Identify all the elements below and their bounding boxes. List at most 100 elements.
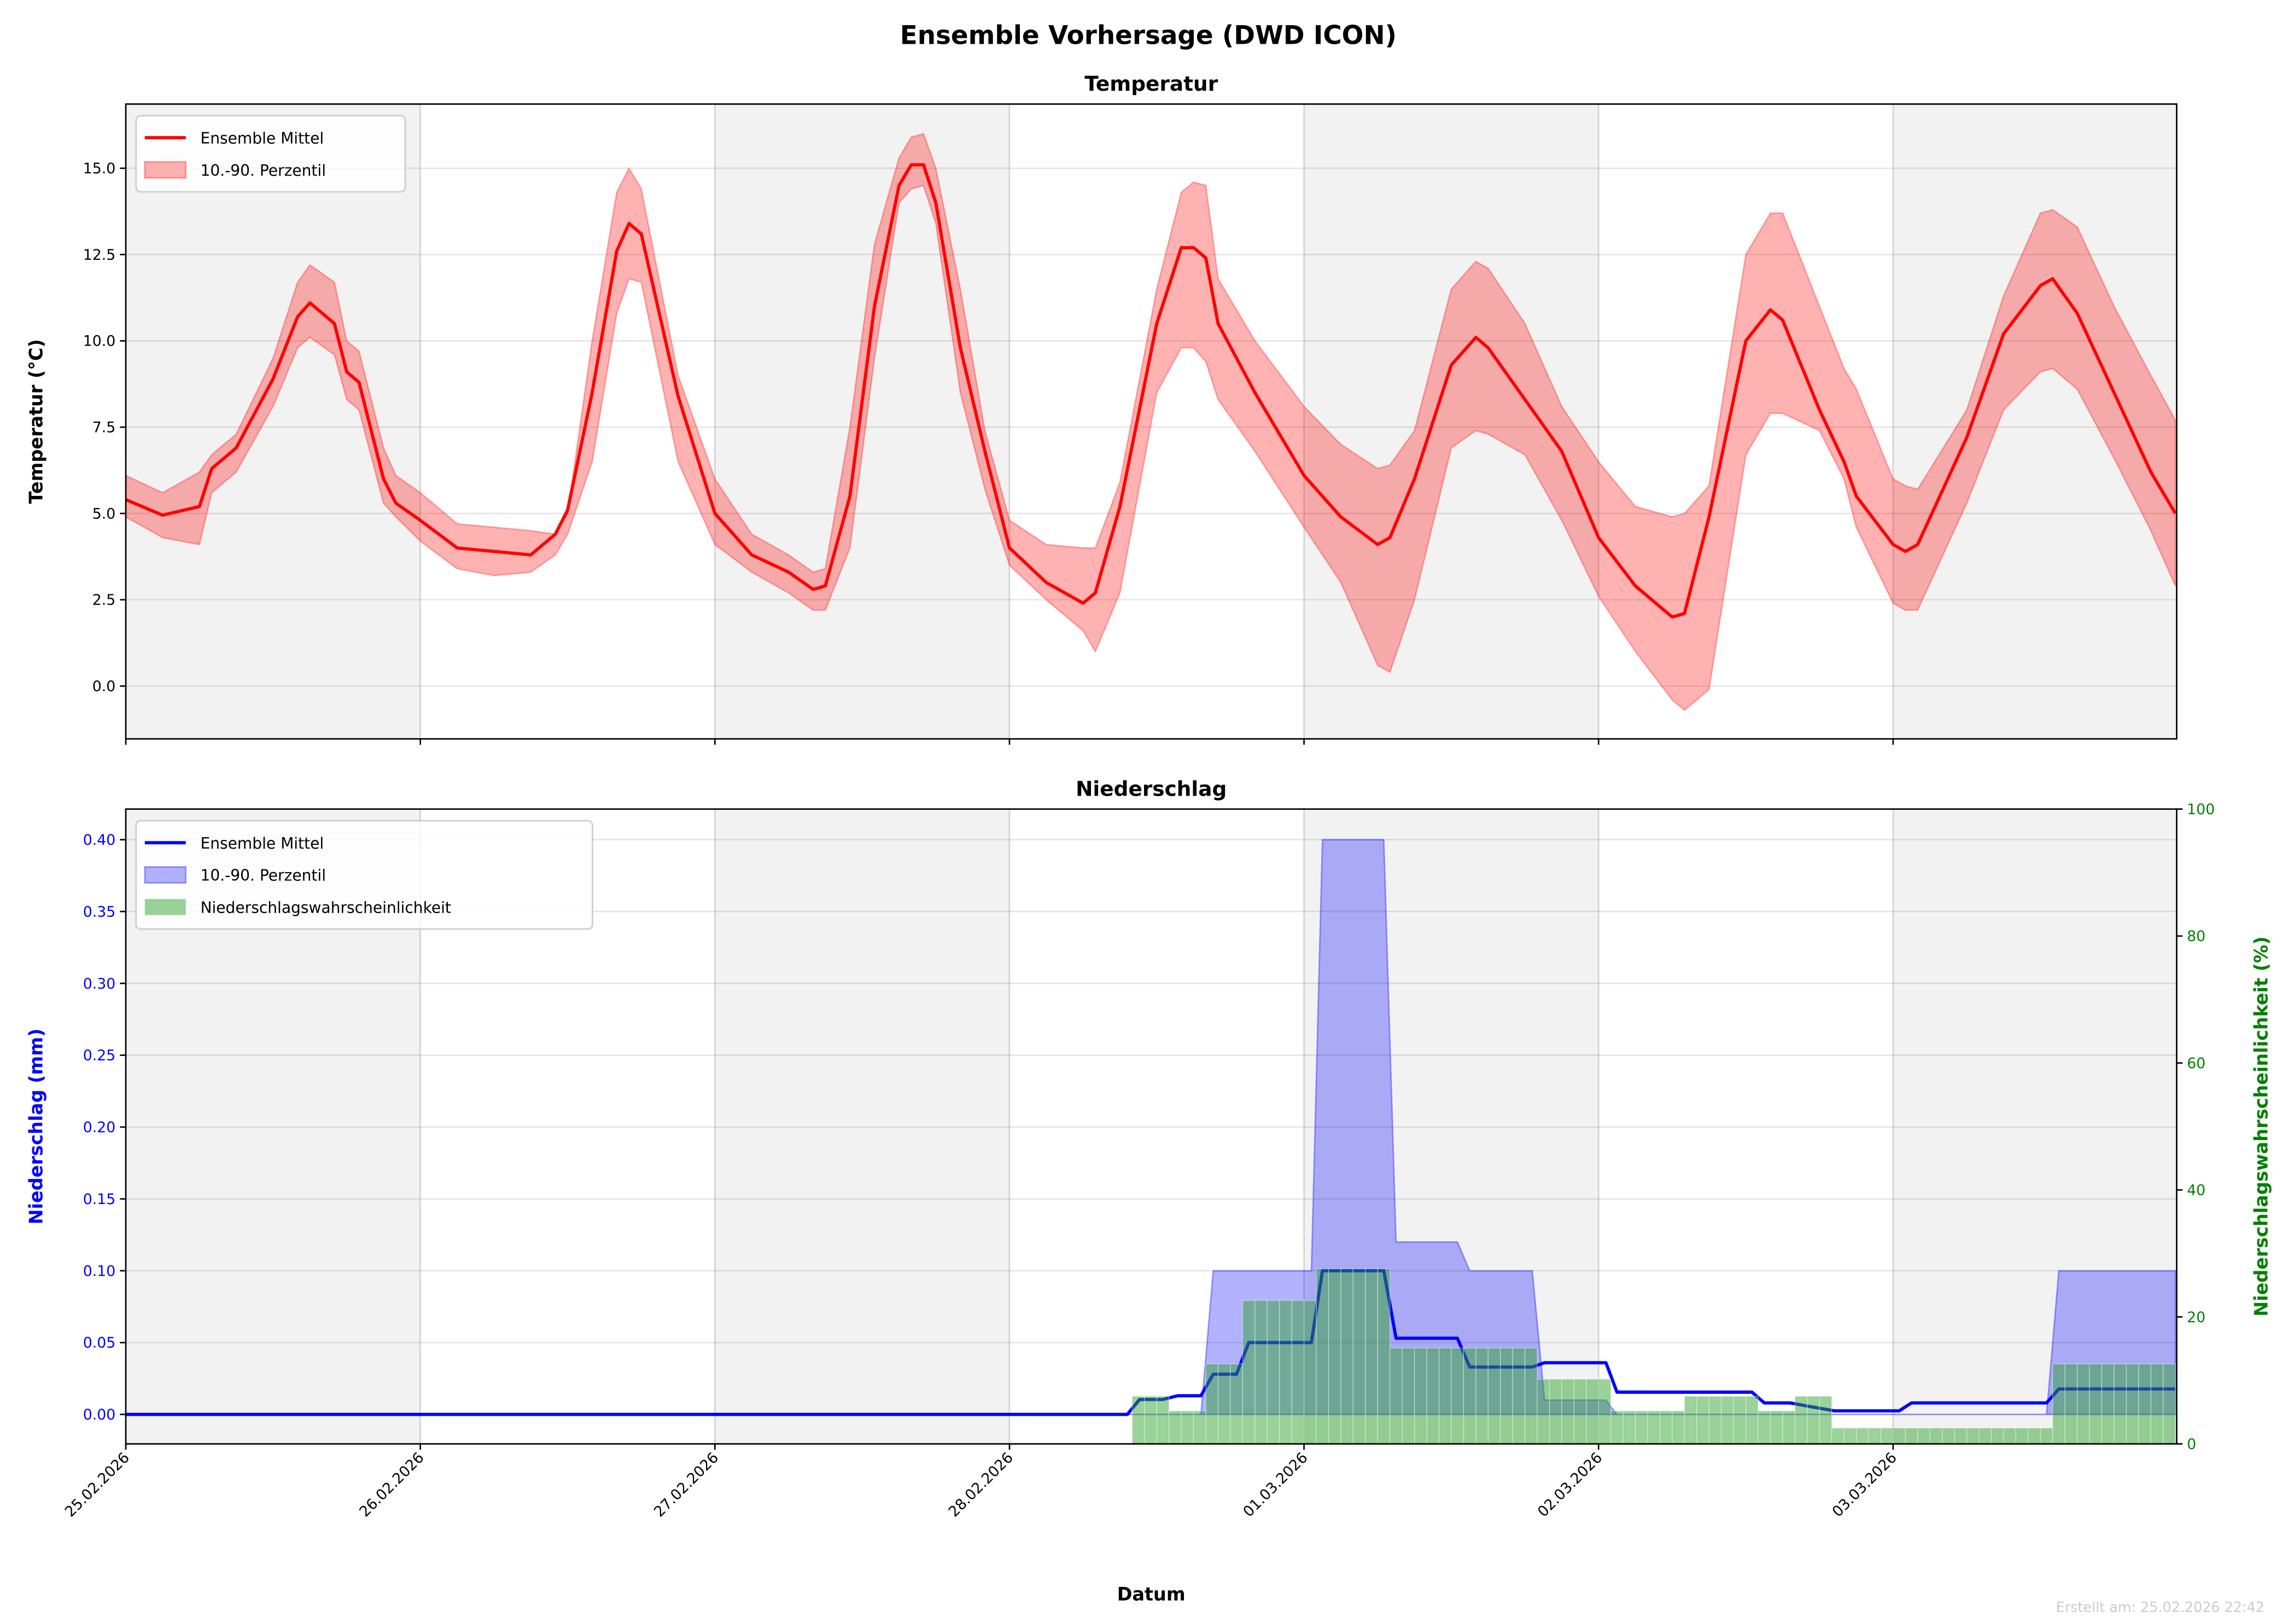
probability-bar [2064,1363,2078,1445]
probability-bar [2150,1363,2164,1445]
right-y-tick-label: 0 [2187,1436,2196,1453]
probability-bar [1525,1347,1538,1445]
right-y-tick-label: 80 [2187,928,2205,945]
probability-bar [2076,1363,2090,1445]
probability-bar [2028,1428,2041,1445]
right-y-tick-label: 40 [2187,1182,2205,1199]
probability-bar [1561,1378,1574,1445]
probability-bar [1856,1428,1869,1445]
probability-bar [1733,1395,1747,1445]
probability-bar [1721,1395,1734,1445]
temperature-percentile-band [125,132,2176,711]
probability-bar [1819,1395,1832,1445]
probability-bar [1328,1268,1341,1445]
legend-label: 10.-90. Perzentil [200,867,326,885]
precipitation-ylabel: Niederschlag (mm) [26,1029,47,1224]
footer-timestamp: Erstellt am: 25.02.2026 22:42 [2056,1599,2265,1615]
legend-patch-icon [144,899,186,915]
x-tick-label: 26.02.2026 [356,1449,427,1520]
probability-bar [2040,1428,2053,1445]
probability-bar [1868,1428,1881,1445]
probability-bar [1304,1300,1317,1445]
probability-bar [1893,1428,1906,1445]
x-tick-label: 25.02.2026 [62,1449,133,1520]
legend-label: Ensemble Mittel [200,834,324,852]
probability-bar [1365,1268,1378,1445]
probability-bar [1586,1378,1599,1445]
precipitation-axes: Niederschlag Niederschlag (mm) Niedersch… [26,777,2272,1317]
probability-bar [1402,1347,1415,1445]
probability-bar [1917,1428,1930,1445]
y-tick-label: 7.5 [92,419,116,436]
day-shade [1304,104,1599,739]
probability-bar [1991,1428,2004,1445]
probability-bar [1978,1428,1992,1445]
legend-box [135,820,593,930]
probability-ylabel: Niederschlagswahrscheinlichkeit (%) [2250,937,2272,1317]
probability-bar [2101,1363,2115,1445]
probability-bar [1217,1363,1231,1445]
probability-bar [1131,1395,1145,1445]
y-tick-label: 0.30 [83,975,116,992]
probability-bar [1954,1428,1968,1445]
probability-bar [1770,1410,1783,1445]
probability-bar [1487,1347,1501,1445]
legend: Ensemble Mittel 10.-90. Perzentil Niedersc… [135,820,593,930]
x-axis-label: Datum [1117,1584,1186,1605]
y-tick-label: 0.15 [83,1191,116,1208]
probability-bar [1267,1300,1280,1445]
probability-bar [1966,1428,1980,1445]
probability-bar [1352,1268,1366,1445]
y-tick-label: 0.35 [83,903,116,920]
right-y-tick-label: 60 [2187,1055,2205,1072]
probability-bar [1610,1410,1624,1445]
y-tick-label: 0.00 [83,1406,116,1423]
temperature-axes: Temperatur Temperatur (°C) [26,72,1218,504]
probability-bar [2015,1428,2029,1445]
probability-bar [1156,1395,1170,1445]
probability-bar [1696,1395,1709,1445]
probability-bar [1537,1378,1550,1445]
probability-bar [1377,1268,1391,1445]
probability-bar [1684,1395,1697,1445]
probability-bar [1181,1410,1194,1445]
day-shade [715,104,1009,739]
legend-patch-icon [144,866,187,884]
probability-bar [1573,1378,1587,1445]
probability-bar [1254,1300,1268,1445]
probability-bar [2052,1363,2065,1445]
probability-bar [1929,1428,1943,1445]
probability-bar [1635,1410,1648,1445]
y-tick-label: 5.0 [92,505,116,522]
axes-frame [125,103,2178,740]
precipitation-title: Niederschlag [1076,777,1227,801]
right-y-tick-label: 100 [2187,801,2215,818]
probability-bar [1242,1300,1256,1445]
legend: Ensemble Mittel 10.-90. Perzentil [135,115,406,193]
day-shade [715,809,1009,1444]
probability-bar [1390,1347,1403,1445]
probability-bar [1426,1347,1440,1445]
probability-bar [1758,1410,1771,1445]
probability-bar [1205,1363,1219,1445]
probability-bar [1193,1410,1206,1445]
temperature-title: Temperatur [1084,72,1218,96]
probability-bar [1782,1410,1795,1445]
probability-bar [2126,1363,2139,1445]
probability-bar [2114,1363,2127,1445]
probability-bar [1451,1347,1464,1445]
probability-bar [1659,1410,1673,1445]
probability-bar [1807,1395,1820,1445]
probability-bar [1463,1347,1476,1445]
x-tick-label: 27.02.2026 [651,1449,722,1520]
figure-title: Ensemble Vorhersage (DWD ICON) [900,21,1397,51]
probability-bar [1746,1395,1759,1445]
axes-frame [125,808,2178,1445]
legend-label: Niederschlagswahrscheinlichkeit [200,899,451,917]
probability-bar [1144,1395,1157,1445]
y-tick-label: 0.20 [83,1119,116,1136]
probability-bar [1279,1300,1292,1445]
x-tick-label: 01.03.2026 [1240,1449,1311,1520]
day-shade [1893,104,2177,739]
